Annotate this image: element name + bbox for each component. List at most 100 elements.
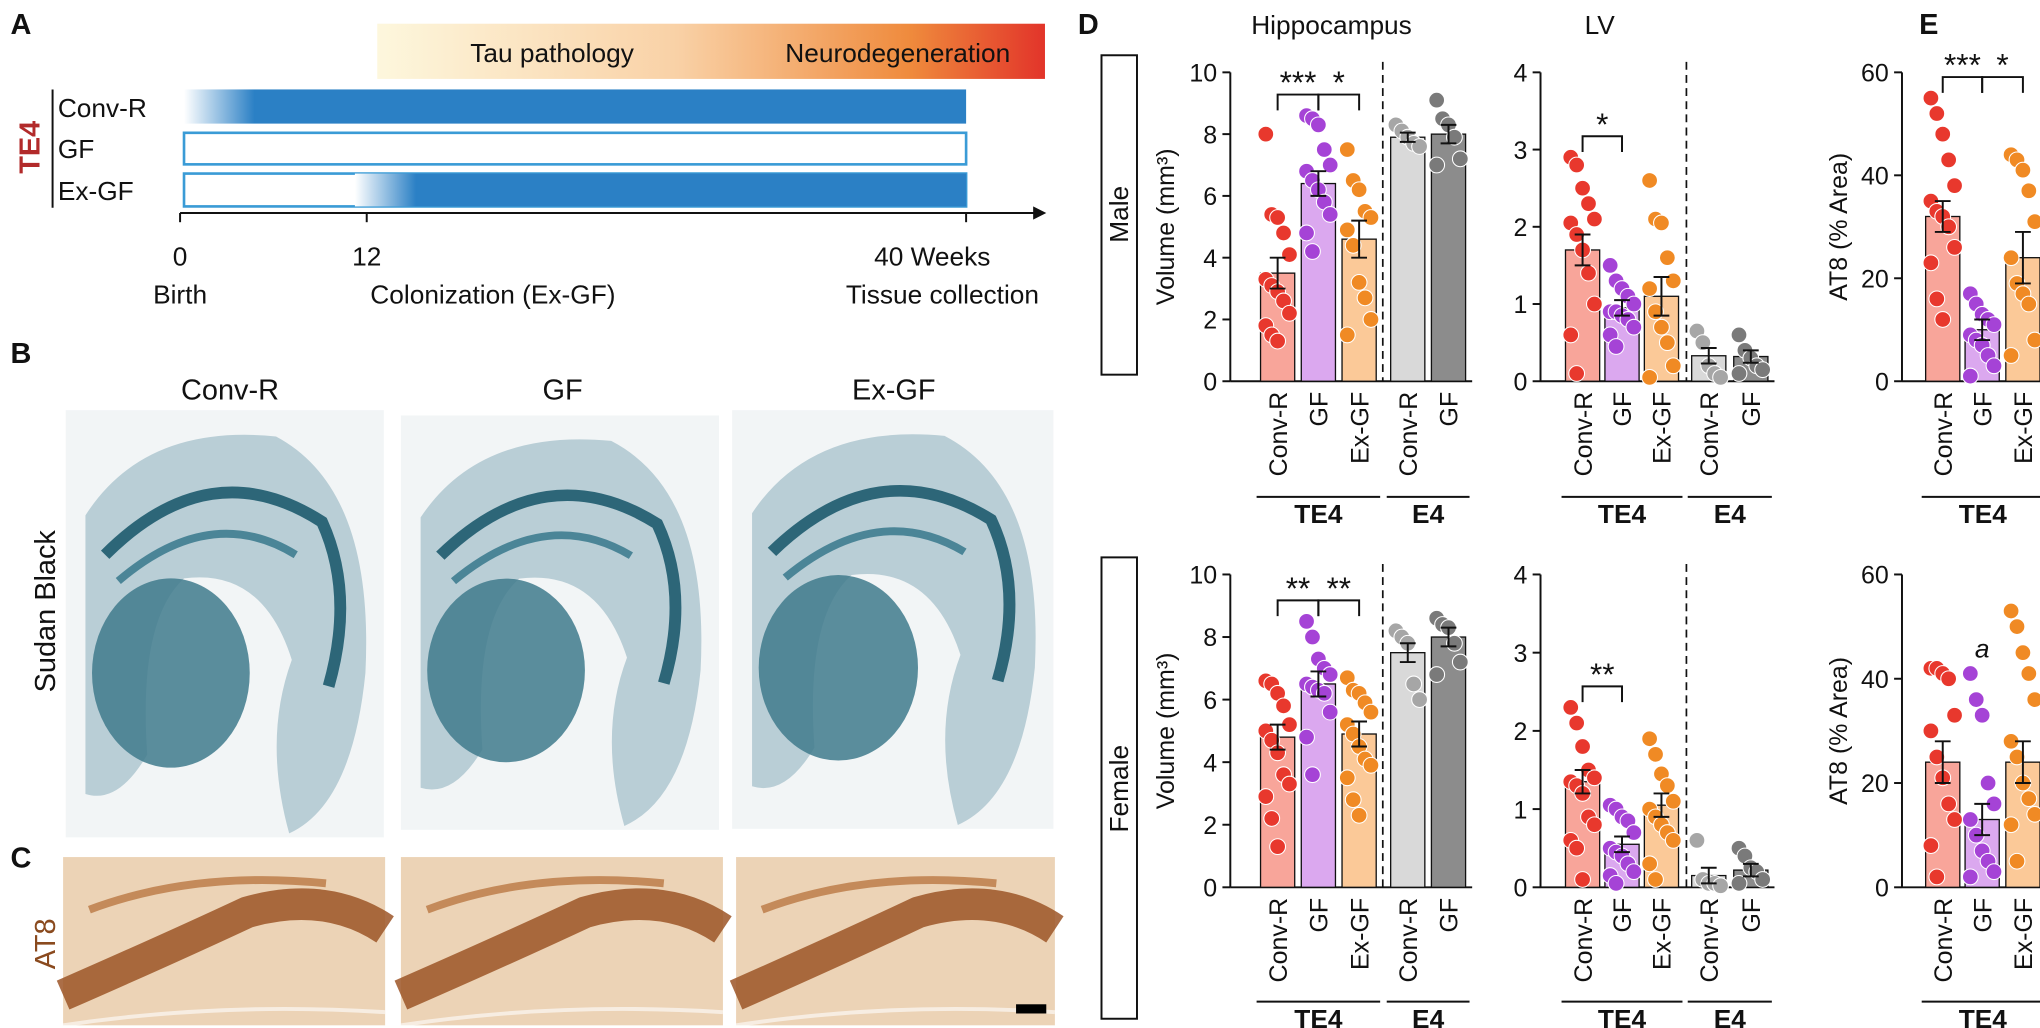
data-point	[1940, 670, 1958, 688]
x-tick-label: GF	[1306, 898, 1334, 933]
significance-label: **	[1286, 570, 1311, 606]
row-box	[1100, 556, 1138, 1020]
data-point	[1585, 210, 1603, 228]
error-bar	[1974, 802, 1991, 837]
timeline-bar	[354, 173, 967, 207]
data-point	[1625, 318, 1643, 336]
panel-label: A	[11, 9, 32, 41]
data-point	[2002, 816, 2020, 834]
y-tick-label: 1	[1513, 291, 1527, 319]
data-point	[1344, 236, 1362, 254]
y-tick-label: 0	[1203, 875, 1217, 903]
error-bar	[1574, 769, 1591, 795]
data-point	[1601, 256, 1619, 274]
data-point	[1338, 141, 1356, 158]
data-point	[1344, 791, 1362, 809]
y-tick-label: 6	[1203, 687, 1217, 715]
significance-bracket	[1981, 76, 2024, 93]
data-point	[1961, 811, 1979, 828]
x-tick-label: GF	[1436, 392, 1464, 427]
time-tick-label: 40 Weeks	[874, 242, 990, 272]
error-bar	[1742, 349, 1759, 364]
x-tick-label: Conv-R	[1395, 392, 1423, 477]
x-tick-label: GF	[1609, 392, 1637, 427]
data-point	[1281, 775, 1298, 793]
data-point	[1263, 810, 1281, 827]
y-tick-label: 2	[1203, 812, 1217, 840]
y-tick-label: 4	[1513, 562, 1527, 590]
y-tick-label: 20	[1861, 770, 1889, 798]
data-point	[1269, 838, 1287, 856]
data-point	[1298, 612, 1315, 630]
bar	[1341, 238, 1377, 382]
data-point	[2020, 790, 2038, 808]
data-point	[1257, 125, 1275, 143]
data-point	[1350, 273, 1368, 291]
data-point	[1269, 332, 1287, 350]
x-tick-label: Conv-R	[1265, 392, 1293, 477]
stage-label: Neurodegeneration	[785, 38, 1010, 68]
x-tick-label: GF	[1609, 898, 1637, 933]
data-point	[1967, 691, 1985, 709]
data-point	[1664, 272, 1682, 290]
group-label: TE4	[1294, 1004, 1343, 1028]
data-point	[1946, 177, 1963, 195]
significance-bracket	[1317, 599, 1361, 617]
data-point	[1664, 831, 1682, 849]
data-point	[1607, 874, 1625, 892]
data-point	[1712, 368, 1730, 386]
y-tick-label: 0	[1875, 368, 1889, 396]
data-point	[1275, 224, 1292, 242]
group-label: TE4	[1598, 1004, 1647, 1028]
data-point	[2008, 852, 2026, 870]
group-label: E4	[1714, 1004, 1747, 1028]
genotype-label: TE4	[14, 121, 46, 174]
y-axis-label: AT8 (% Area)	[1825, 153, 1853, 301]
at8-image	[736, 857, 1055, 1025]
at8-image	[63, 857, 385, 1025]
data-point	[1946, 811, 1963, 828]
annotation: a	[1975, 634, 1990, 664]
x-tick-label: Conv-R	[1930, 898, 1958, 983]
column-label: Ex-GF	[852, 375, 936, 407]
data-point	[1712, 877, 1730, 895]
panel-label: E	[1919, 9, 1938, 41]
data-point	[1730, 874, 1748, 892]
y-axis-label: Volume (mm³)	[1152, 652, 1180, 809]
data-point	[1568, 839, 1586, 857]
group-label: TE4	[1598, 499, 1647, 529]
error-bar	[1269, 256, 1286, 290]
x-tick-label: Conv-R	[1570, 392, 1598, 477]
data-point	[1940, 218, 1958, 236]
axis-arrow	[1033, 206, 1047, 220]
significance-label: ***	[1280, 64, 1317, 100]
sudan-black-image	[732, 410, 1053, 829]
error-bar	[1934, 200, 1951, 233]
data-point	[1946, 706, 1963, 724]
y-tick-label: 40	[1861, 666, 1889, 694]
data-point	[1688, 831, 1706, 849]
data-point	[1922, 837, 1940, 854]
panel-label: B	[11, 338, 32, 370]
y-tick-label: 10	[1189, 562, 1217, 590]
data-point	[1321, 703, 1339, 721]
data-point	[2026, 331, 2040, 349]
scale-bar	[1016, 1004, 1047, 1014]
data-point	[1338, 769, 1356, 787]
y-axis-label: Volume (mm³)	[1152, 148, 1180, 305]
y-tick-label: 8	[1203, 121, 1217, 149]
panel-label: D	[1078, 9, 1099, 41]
data-point	[1658, 249, 1676, 267]
stage-label: Tau pathology	[470, 38, 634, 68]
error-bar	[1351, 219, 1368, 259]
data-point	[1625, 863, 1643, 881]
significance-label: **	[1326, 570, 1351, 606]
data-point	[1321, 156, 1339, 174]
error-bar	[1440, 626, 1457, 648]
data-point	[1298, 728, 1315, 746]
data-point	[1961, 665, 1979, 682]
group-label: TE4	[1959, 1004, 2008, 1028]
error-bar	[1653, 792, 1670, 818]
data-point	[1985, 357, 2003, 375]
